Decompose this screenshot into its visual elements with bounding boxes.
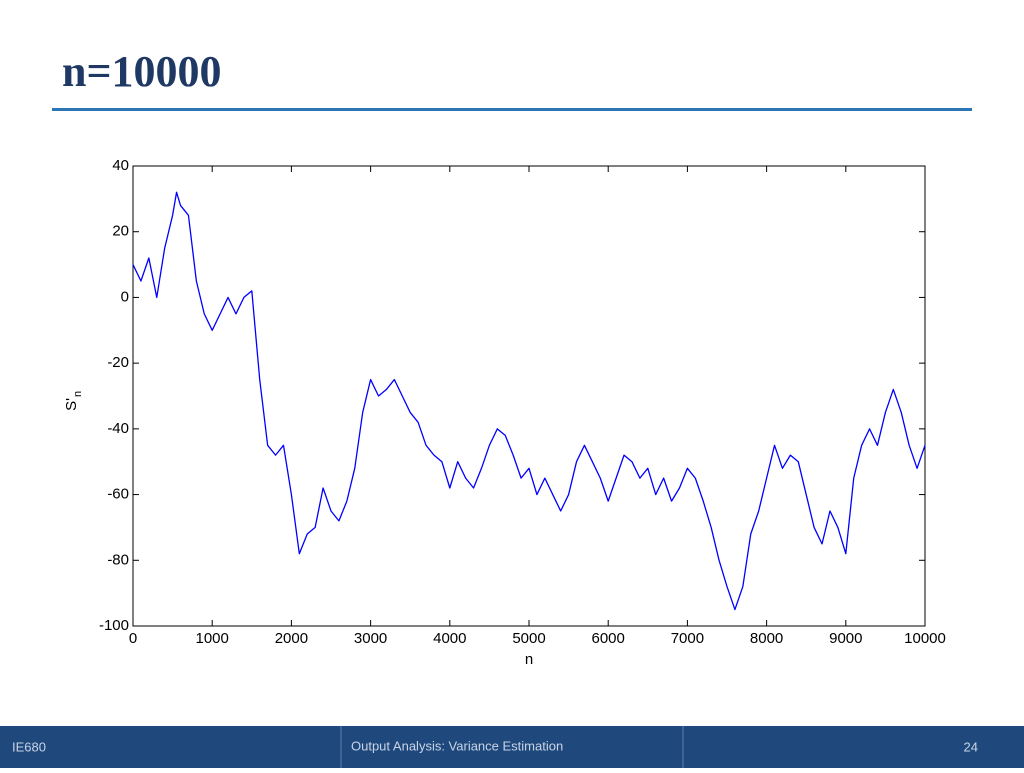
y-axis-label-main: S': [63, 398, 80, 411]
x-tick-label: 1000: [196, 630, 229, 647]
title-rule: [52, 108, 972, 111]
x-tick-label: 10000: [904, 630, 946, 647]
x-tick-label: 8000: [750, 630, 783, 647]
y-axis-label-sub: n: [72, 391, 84, 397]
y-tick-label: -20: [107, 354, 129, 371]
y-tick-label: -100: [99, 617, 129, 634]
y-tick-label: 0: [121, 288, 129, 305]
plot-box: [132, 165, 926, 627]
x-tick-label: 4000: [433, 630, 466, 647]
x-tick-label: 9000: [829, 630, 862, 647]
y-tick-label: -40: [107, 420, 129, 437]
series-line: [132, 191, 926, 611]
x-tick-label: 0: [129, 630, 137, 647]
footer-left: IE680: [12, 739, 46, 754]
y-axis-label: S' n: [63, 391, 84, 411]
x-tick-label: 6000: [592, 630, 625, 647]
x-tick-label: 7000: [671, 630, 704, 647]
x-tick-label: 2000: [275, 630, 308, 647]
y-tick-label: -60: [107, 486, 129, 503]
y-tick-label: 20: [112, 223, 129, 240]
footer-right: 24: [964, 739, 978, 754]
x-axis-label: n: [525, 651, 533, 668]
y-tick-label: 40: [112, 157, 129, 174]
x-tick-label: 5000: [512, 630, 545, 647]
footer-bar: [0, 726, 1024, 768]
x-tick-label: 3000: [354, 630, 387, 647]
y-tick-label: -80: [107, 551, 129, 568]
footer-center: Output Analysis: Variance Estimation: [351, 738, 563, 753]
slide-title: n=10000: [62, 47, 222, 96]
